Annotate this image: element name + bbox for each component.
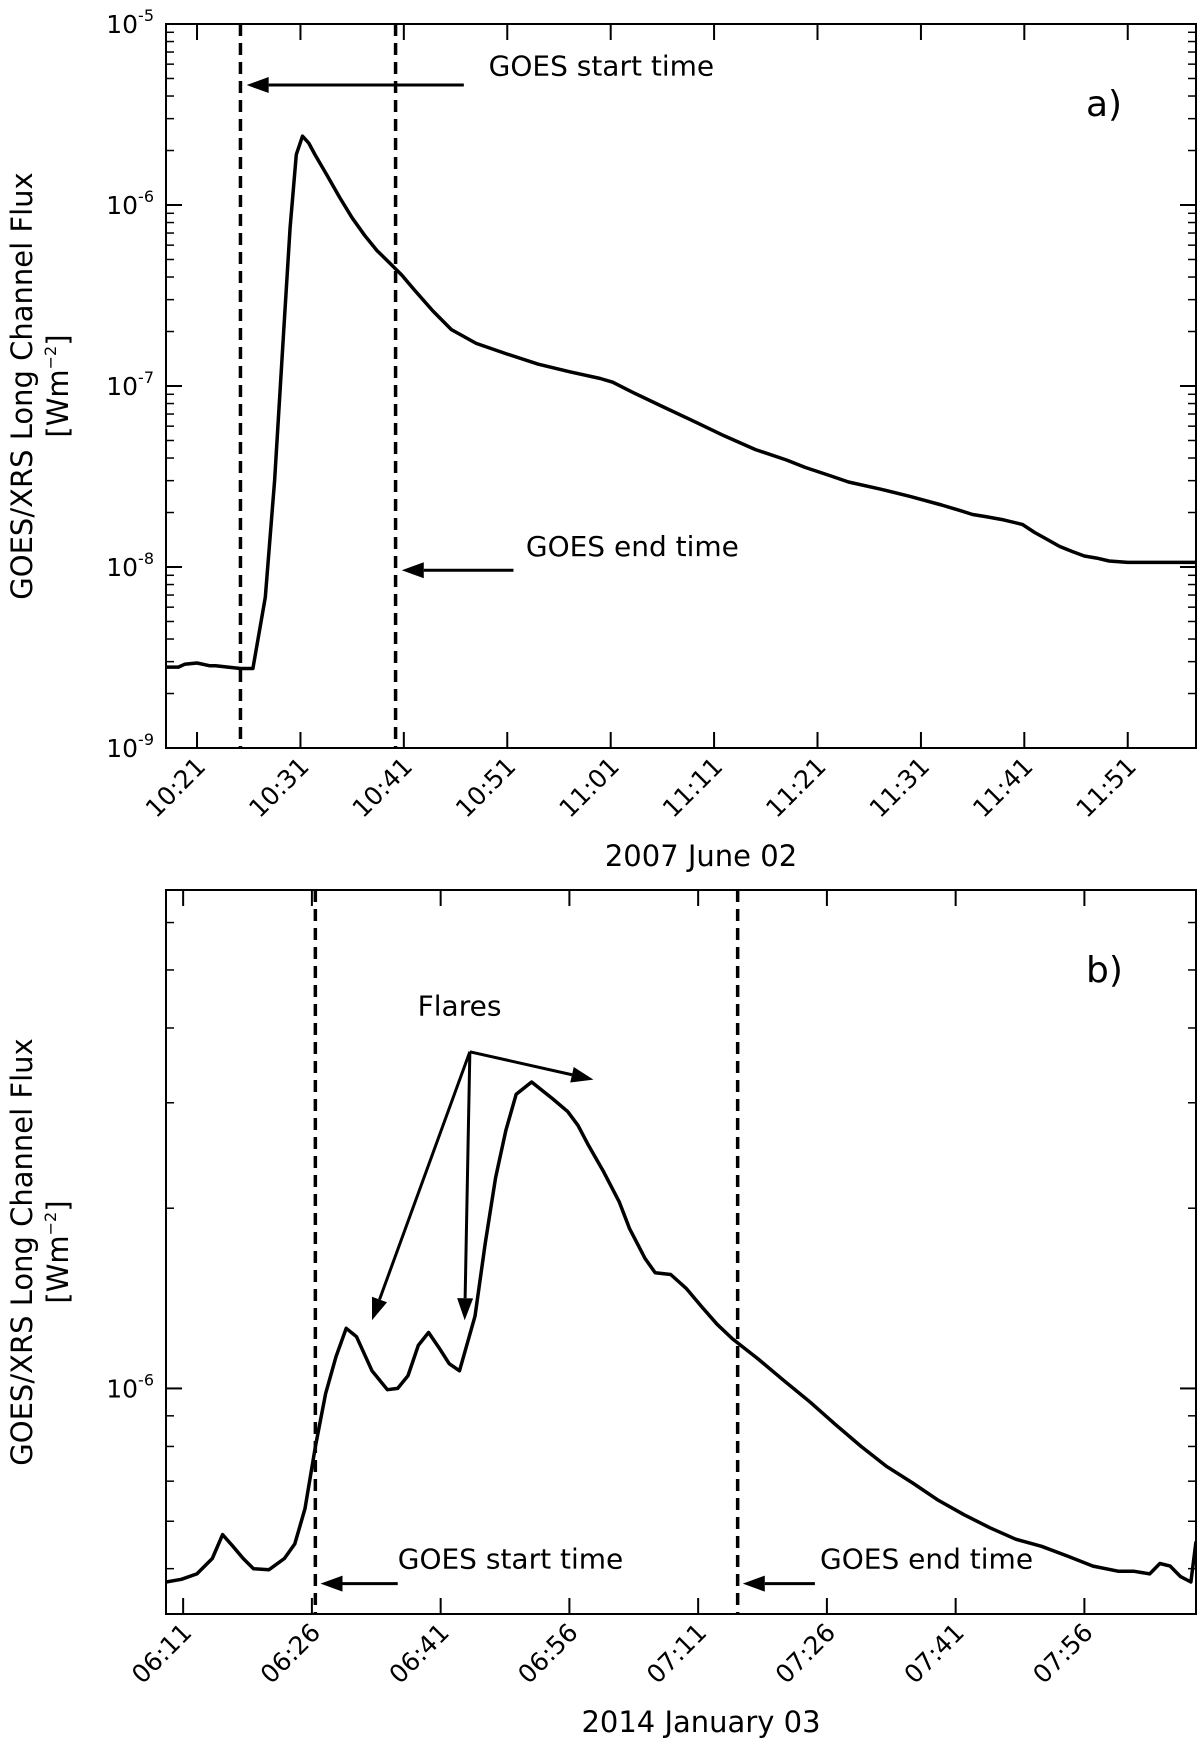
y-tick-label: 10-8 <box>106 549 154 582</box>
y-tick-label: 10-7 <box>106 368 154 401</box>
y-tick-label-base: 10 <box>106 553 138 582</box>
x-tick-label: 10:41 <box>347 752 418 823</box>
y-axis-units: [Wm−2] <box>41 1200 75 1303</box>
annotation-arrow-head <box>320 1575 343 1592</box>
x-tick-label: 11:31 <box>864 752 935 823</box>
panel-label: a) <box>1086 84 1122 125</box>
y-tick-label-exponent: -9 <box>138 730 154 749</box>
x-tick-label: 07:11 <box>641 1618 712 1689</box>
x-tick-label: 11:21 <box>760 752 831 823</box>
x-tick-label: 11:11 <box>657 752 728 823</box>
y-tick-label-exponent: -6 <box>138 1370 154 1389</box>
annotation-arrow-shaft <box>469 1050 573 1077</box>
annotation-arrow-head <box>246 77 269 94</box>
y-tick-label-base: 10 <box>106 10 138 39</box>
x-tick-label: 11:01 <box>553 752 624 823</box>
y-axis-units-close: ] <box>41 334 75 345</box>
x-tick-label: 07:56 <box>1027 1618 1098 1689</box>
x-tick-label: 11:41 <box>967 752 1038 823</box>
x-tick-label: 07:26 <box>770 1618 841 1689</box>
series-line <box>166 1080 1196 1584</box>
y-tick-label-exponent: -5 <box>138 6 154 25</box>
annotation-text: GOES start time <box>489 49 714 82</box>
y-axis-units-base: [Wm <box>41 369 75 437</box>
axes-frame <box>165 889 1197 1615</box>
x-tick-label: 06:11 <box>126 1618 197 1689</box>
x-tick-label: 11:51 <box>1071 752 1142 823</box>
y-tick-label: 10-5 <box>106 6 154 39</box>
y-tick-label-base: 10 <box>106 1374 138 1403</box>
annotation-arrow-head <box>570 1066 594 1083</box>
x-tick-label: 06:56 <box>512 1618 583 1689</box>
x-tick-label: 06:26 <box>255 1618 326 1689</box>
y-tick-label-base: 10 <box>106 372 138 401</box>
y-axis-label: GOES/XRS Long Channel Flux <box>5 1038 39 1465</box>
x-axis-label: 2014 January 03 <box>581 1705 820 1739</box>
y-tick-label: 10-6 <box>106 187 154 220</box>
x-tick-label: 06:41 <box>383 1618 454 1689</box>
annotation-arrow-head <box>401 562 424 579</box>
annotation-text: GOES end time <box>820 1543 1033 1576</box>
series-line <box>166 134 1196 671</box>
axes-frame <box>165 23 1197 749</box>
y-tick-label-exponent: -7 <box>138 368 154 387</box>
y-tick-label: 10-9 <box>106 730 154 763</box>
annotation-arrow-shaft <box>378 1051 472 1301</box>
panel-a: 10-910-810-710-610-510:21 10:31 10:41 10:51… <box>5 6 1197 873</box>
y-axis-units-base: [Wm <box>41 1235 75 1303</box>
y-tick-label-exponent: -6 <box>138 187 154 206</box>
y-tick-label: 10-6 <box>106 1370 154 1403</box>
annotation-text: Flares <box>418 989 502 1022</box>
x-tick-label: 10:21 <box>140 752 211 823</box>
y-axis-units-exponent: −2 <box>41 1212 60 1236</box>
annotation-arrow-head <box>372 1296 388 1321</box>
annotation-arrow-head <box>742 1575 765 1592</box>
y-axis-units: [Wm−2] <box>41 334 75 437</box>
annotation-arrow-shaft <box>463 1051 472 1299</box>
x-tick-label: 10:51 <box>450 752 521 823</box>
y-axis-units-close: ] <box>41 1200 75 1211</box>
y-axis-units-exponent: −2 <box>41 346 60 370</box>
y-axis-label: GOES/XRS Long Channel Flux <box>5 172 39 599</box>
x-tick-label: 10:31 <box>243 752 314 823</box>
annotation-text: GOES end time <box>526 530 739 563</box>
y-tick-label-base: 10 <box>106 734 138 763</box>
y-tick-label-base: 10 <box>106 191 138 220</box>
panel-b: 10-6 06:11 06:26 06:41 06:56 07:11 07:26 07:41 0… <box>5 889 1197 1739</box>
x-tick-label: 07:41 <box>898 1618 969 1689</box>
y-tick-label-exponent: -8 <box>138 549 154 568</box>
x-axis-label: 2007 June 02 <box>605 839 797 873</box>
annotation-text: GOES start time <box>398 1543 623 1576</box>
annotation-arrow-head <box>457 1298 474 1321</box>
panel-label: b) <box>1086 950 1123 991</box>
